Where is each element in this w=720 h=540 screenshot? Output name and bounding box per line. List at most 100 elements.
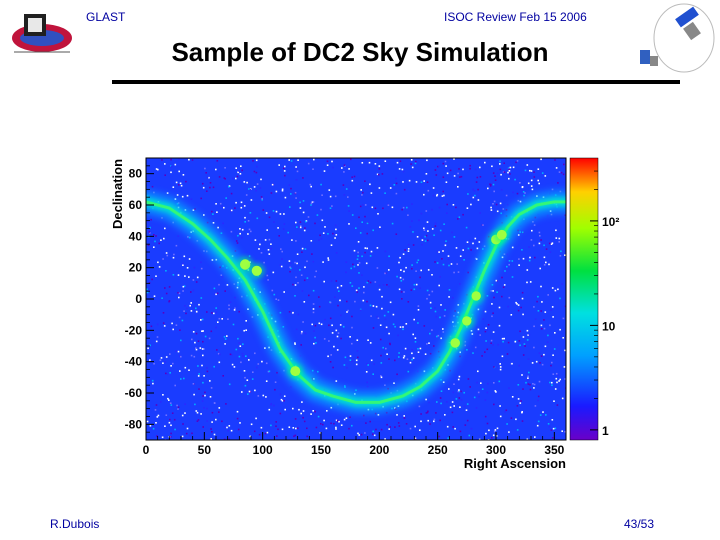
noise-pixel [448, 388, 450, 390]
noise-pixel [484, 399, 487, 401]
noise-pixel [516, 405, 519, 407]
noise-pixel [217, 321, 219, 323]
noise-pixel [273, 404, 275, 407]
noise-pixel [472, 188, 474, 191]
noise-pixel [372, 430, 374, 433]
noise-pixel [216, 349, 218, 351]
noise-pixel [550, 309, 552, 311]
noise-pixel [394, 384, 397, 387]
noise-pixel [235, 167, 237, 169]
noise-pixel [407, 370, 410, 373]
noise-pixel [543, 327, 546, 330]
noise-pixel [562, 317, 565, 320]
noise-pixel [160, 357, 163, 359]
noise-pixel [192, 331, 195, 333]
noise-pixel [311, 253, 313, 255]
noise-pixel [270, 243, 272, 245]
noise-pixel [476, 176, 479, 179]
noise-pixel [490, 183, 492, 186]
noise-pixel [537, 420, 540, 423]
noise-pixel [470, 203, 472, 206]
noise-pixel [554, 388, 557, 390]
noise-pixel [234, 296, 236, 299]
noise-pixel [540, 328, 543, 330]
noise-pixel [502, 286, 505, 288]
noise-pixel [366, 385, 369, 388]
noise-pixel [414, 341, 417, 343]
noise-pixel [433, 418, 436, 421]
noise-pixel [152, 382, 154, 385]
noise-pixel [343, 194, 346, 196]
y-tick-label: -60 [125, 386, 143, 400]
noise-pixel [499, 163, 501, 165]
y-tick-label: 0 [135, 292, 142, 306]
noise-pixel [496, 172, 499, 175]
noise-pixel [549, 381, 551, 384]
noise-pixel [290, 386, 292, 388]
noise-pixel [502, 208, 505, 210]
noise-pixel [530, 170, 533, 172]
noise-pixel [521, 291, 524, 294]
noise-pixel [407, 214, 409, 216]
noise-pixel [494, 175, 496, 177]
noise-pixel [425, 234, 428, 237]
noise-pixel [533, 244, 535, 247]
noise-pixel [442, 263, 445, 266]
noise-pixel [260, 426, 263, 429]
noise-pixel [260, 252, 263, 254]
noise-pixel [186, 307, 188, 310]
noise-pixel [243, 204, 245, 207]
noise-pixel [188, 434, 191, 437]
noise-pixel [295, 179, 298, 181]
noise-pixel [434, 307, 436, 309]
noise-pixel [386, 284, 388, 286]
noise-pixel [265, 362, 268, 365]
noise-pixel [522, 257, 525, 260]
noise-pixel [289, 262, 292, 264]
noise-pixel [299, 221, 302, 223]
noise-pixel [557, 182, 559, 184]
x-tick-label: 200 [369, 443, 389, 457]
noise-pixel [508, 263, 510, 266]
noise-pixel [222, 222, 224, 225]
noise-pixel [428, 342, 430, 344]
noise-pixel [366, 281, 369, 284]
noise-pixel [246, 379, 249, 381]
noise-pixel [423, 227, 425, 230]
noise-pixel [434, 169, 437, 171]
noise-pixel [165, 372, 167, 375]
noise-pixel [157, 261, 159, 264]
noise-pixel [492, 172, 495, 174]
noise-pixel [365, 262, 368, 265]
noise-pixel [543, 353, 545, 356]
noise-pixel [407, 243, 410, 246]
noise-pixel [413, 288, 416, 291]
noise-pixel [493, 296, 495, 299]
noise-pixel [498, 306, 501, 309]
noise-pixel [540, 355, 543, 357]
noise-pixel [320, 423, 322, 425]
noise-pixel [178, 184, 180, 186]
noise-pixel [169, 402, 172, 404]
noise-pixel [442, 331, 445, 333]
noise-pixel [164, 174, 166, 176]
noise-pixel [187, 236, 189, 238]
noise-pixel [472, 352, 474, 354]
noise-pixel [212, 213, 214, 215]
noise-pixel [299, 269, 301, 271]
noise-pixel [492, 203, 494, 205]
noise-pixel [543, 256, 546, 259]
noise-pixel [411, 352, 413, 355]
noise-pixel [491, 165, 493, 168]
noise-pixel [279, 311, 282, 314]
noise-pixel [228, 438, 230, 440]
noise-pixel [388, 428, 390, 430]
noise-pixel [306, 260, 308, 263]
point-source [290, 366, 301, 377]
noise-pixel [464, 344, 466, 347]
noise-pixel [179, 182, 182, 185]
noise-pixel [224, 167, 226, 169]
noise-pixel [379, 338, 382, 341]
noise-pixel [301, 251, 303, 253]
noise-pixel [166, 373, 169, 375]
